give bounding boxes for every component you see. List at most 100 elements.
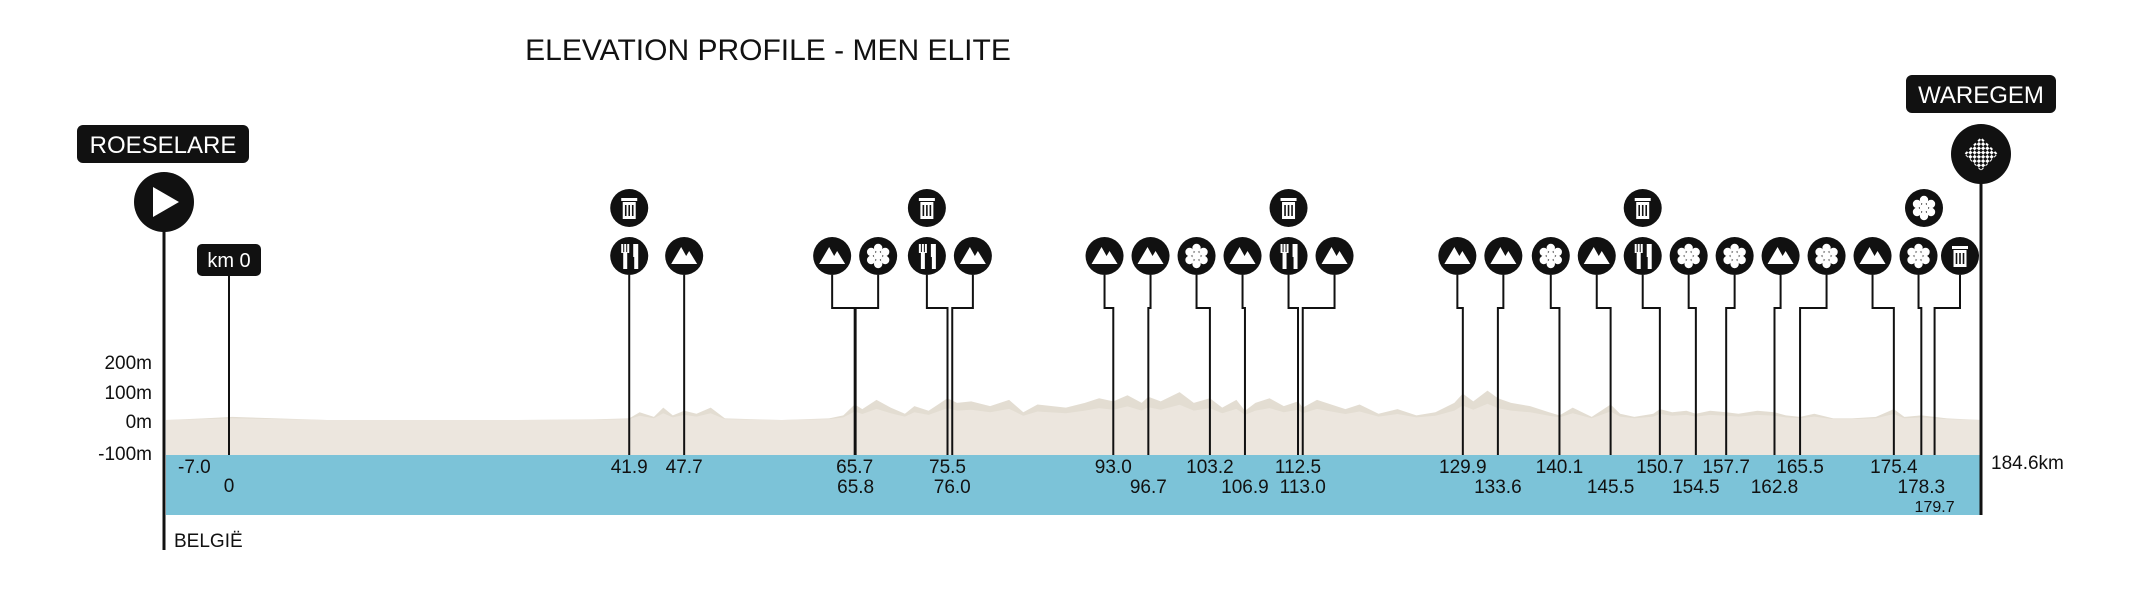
y-tick-label: 100m (104, 383, 152, 404)
marker-km-label: 178.3 (1898, 477, 1946, 498)
marker-circle (610, 237, 649, 275)
marker-cobbles: 157.7 (1702, 237, 1754, 478)
mountain-icon (1583, 247, 1610, 264)
fork-tine (1634, 244, 1637, 253)
cobble-dot (1912, 207, 1922, 217)
marker-connector (1799, 275, 1828, 455)
fork-handle (1282, 252, 1287, 269)
cobble-dot (1926, 199, 1936, 209)
svg-text:ROESELARE: ROESELARE (90, 132, 237, 159)
marker-climb: 113.0 (1280, 237, 1354, 498)
bin-lid (918, 198, 935, 201)
y-tick-label: 200m (104, 353, 152, 374)
marker-cobbles: 154.5 (1669, 237, 1720, 498)
country-label: BELGIË (174, 531, 243, 552)
cobble-dot (866, 255, 876, 265)
marker-km-label: 113.0 (1280, 477, 1326, 498)
terrain-shade (166, 403, 1981, 455)
bin-stripe (1955, 253, 1958, 264)
marker-km-label: 65.7 (836, 457, 873, 478)
fork-tine (1640, 244, 1643, 253)
marker-climb: 96.7 (1130, 237, 1170, 498)
cobble-dot (1737, 247, 1746, 257)
cobble-dot (1815, 247, 1824, 257)
cobble-dot (866, 247, 876, 257)
y-axis: 200m 100m 0m -100m (98, 353, 152, 465)
cobble-dot (1912, 199, 1922, 209)
cobble-dot (873, 243, 883, 253)
cobble-dot (1822, 243, 1831, 253)
bin-lid (1634, 198, 1651, 201)
cobble-dot (1829, 255, 1838, 265)
cobble-dot (1919, 195, 1929, 205)
cobble-dot (1192, 243, 1201, 253)
marker-connector (1456, 275, 1464, 455)
marker-km-label: 162.8 (1751, 477, 1799, 498)
waste-zone (1623, 189, 1662, 227)
fork-tine (627, 244, 630, 253)
marker-cobbles: 178.3 (1898, 237, 1946, 498)
marker-connector (925, 275, 949, 455)
mountain-icon (1321, 247, 1348, 264)
mountain-icon (1444, 247, 1471, 264)
marker-connector (1917, 275, 1923, 455)
marker-feed: 75.5 (907, 237, 966, 478)
marker-connector (1871, 275, 1895, 455)
mountain-icon (1490, 247, 1517, 264)
bin-stripe (1638, 205, 1641, 216)
terrain-layer (166, 390, 1981, 455)
finish-distance-label: 184.6km (1991, 453, 2064, 474)
marker-circle (1623, 237, 1662, 275)
cobble-dot (1921, 247, 1930, 257)
marker-connector (854, 275, 880, 455)
svg-text:WAREGEM: WAREGEM (1918, 82, 2044, 109)
fork-handle (920, 252, 925, 269)
knife-blade (1292, 244, 1298, 269)
marker-connector (1687, 275, 1697, 455)
marker-km-label: 129.9 (1439, 457, 1487, 478)
cobble-dot (1822, 259, 1831, 269)
cobble-dot (880, 247, 890, 257)
marker-connector (1301, 275, 1336, 455)
marker-climb: 133.6 (1474, 237, 1523, 498)
marker-km-label: 165.5 (1776, 457, 1824, 478)
finish-checkered-flag-icon (1951, 124, 2011, 184)
marker-connector (1241, 275, 1246, 455)
bin-stripe (1641, 205, 1644, 216)
marker-km-label: 47.7 (666, 457, 703, 478)
marker-km-label: 96.7 (1130, 477, 1167, 498)
marker-climb: 162.8 (1751, 237, 1800, 498)
cobble-dot (1553, 247, 1562, 257)
marker-cobbles: 140.1 (1531, 237, 1583, 478)
marker-km-label: 179.7 (1915, 499, 1955, 516)
cobble-dot (1730, 259, 1739, 269)
marker-km-label: 145.5 (1587, 477, 1635, 498)
cobble-dot (873, 251, 883, 261)
marker-feed: 41.9 (610, 237, 649, 478)
bin-stripe (1291, 205, 1293, 216)
y-tick-label: -100m (98, 444, 152, 465)
marker-km-label: 65.8 (837, 477, 874, 498)
road-band (166, 455, 1981, 515)
marker-cobbles: 165.5 (1776, 237, 1846, 478)
mountain-icon (671, 247, 698, 264)
mountain-icon (959, 247, 986, 264)
marker-km-label: 154.5 (1672, 477, 1720, 498)
fork-tine (1637, 244, 1640, 253)
cobble-dot (1919, 203, 1929, 213)
marker-connector (1195, 275, 1211, 455)
cobble-dot (1684, 243, 1693, 253)
mountain-icon (1091, 247, 1118, 264)
neutral-start-label: -7.0 (178, 457, 211, 478)
marker-waste: 179.7 (1915, 237, 1979, 516)
marker-layer: 41.9 47.7 65.765.8 75.576.0 93.096.7 103.2106… (610, 189, 1979, 516)
fork-tine (921, 244, 924, 253)
cobble-dot (1815, 255, 1824, 265)
bin-stripe (1287, 205, 1290, 216)
bin-stripe (929, 205, 932, 216)
cobble-dot (1914, 243, 1923, 253)
cobble-dot (1677, 247, 1686, 257)
cobble-dot (1185, 247, 1194, 257)
cobble-dot (873, 259, 883, 269)
